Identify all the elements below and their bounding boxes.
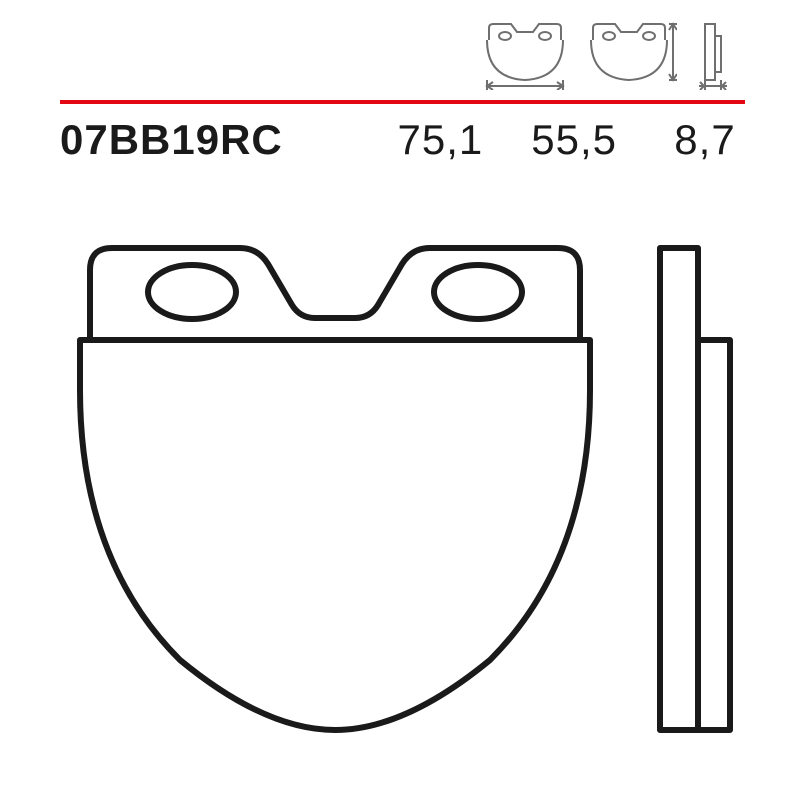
height-icon — [581, 18, 677, 90]
dimensions-readout: 75,1 55,5 8,7 — [398, 116, 746, 164]
part-number: 07BB19RC — [60, 116, 283, 164]
header-rule — [60, 100, 745, 104]
header-row: 07BB19RC 75,1 55,5 8,7 — [60, 116, 745, 164]
technical-drawing — [60, 230, 745, 740]
width-icon — [477, 18, 573, 90]
dimension-icons-row — [477, 18, 745, 90]
dimension-thickness: 8,7 — [665, 116, 745, 164]
dimension-width: 75,1 — [398, 116, 484, 164]
thickness-icon — [685, 18, 745, 90]
dimension-height: 55,5 — [531, 116, 617, 164]
